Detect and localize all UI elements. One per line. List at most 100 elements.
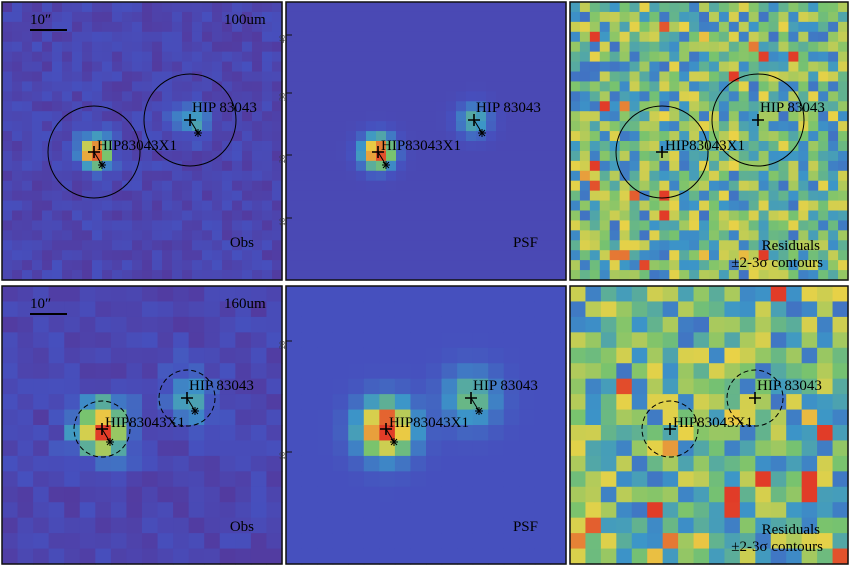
pixel bbox=[486, 81, 497, 92]
pixel bbox=[738, 160, 750, 172]
pixel bbox=[157, 286, 174, 303]
pixel bbox=[457, 533, 474, 550]
pixel bbox=[534, 378, 552, 395]
pixel bbox=[172, 91, 183, 102]
pixel bbox=[219, 455, 236, 472]
pixel bbox=[162, 200, 173, 212]
pixel bbox=[346, 150, 357, 162]
pixel bbox=[496, 180, 507, 192]
pixel bbox=[296, 220, 307, 231]
pixel bbox=[506, 131, 517, 142]
pixel bbox=[570, 61, 581, 73]
pixel bbox=[326, 2, 337, 13]
pixel bbox=[739, 533, 756, 550]
pixel bbox=[436, 21, 447, 33]
pixel bbox=[72, 51, 83, 63]
pixel bbox=[17, 425, 34, 442]
pixel bbox=[758, 21, 770, 33]
pixel bbox=[82, 170, 93, 182]
pixel bbox=[301, 286, 318, 303]
pixel bbox=[386, 180, 397, 192]
pixel bbox=[728, 190, 740, 202]
pixel bbox=[356, 81, 367, 92]
pixel bbox=[579, 220, 591, 231]
pixel bbox=[132, 91, 143, 102]
pixel bbox=[616, 517, 633, 534]
pixel bbox=[410, 425, 427, 442]
pixel bbox=[386, 220, 397, 231]
pixel bbox=[162, 111, 173, 122]
pixel bbox=[212, 11, 223, 23]
pixel bbox=[132, 160, 143, 172]
pixel bbox=[546, 200, 557, 212]
pixel bbox=[306, 260, 317, 271]
pixel bbox=[92, 61, 103, 73]
pixel bbox=[126, 533, 143, 550]
pixel bbox=[589, 11, 601, 23]
pixel bbox=[486, 121, 497, 132]
pixel bbox=[838, 71, 849, 83]
pixel bbox=[266, 502, 283, 519]
pixel bbox=[639, 31, 651, 43]
pixel bbox=[724, 378, 741, 395]
pixel bbox=[62, 51, 73, 63]
pixel bbox=[585, 486, 602, 503]
pixel bbox=[92, 51, 103, 63]
pixel bbox=[301, 548, 318, 565]
pixel bbox=[649, 200, 660, 212]
pixel bbox=[436, 101, 447, 112]
pixel bbox=[546, 51, 557, 63]
pixel bbox=[609, 190, 621, 202]
pixel bbox=[317, 471, 334, 488]
pixel bbox=[647, 425, 664, 442]
pixel bbox=[748, 71, 760, 83]
pixel bbox=[62, 2, 73, 13]
scale-label: 10″ bbox=[30, 296, 51, 312]
pixel bbox=[570, 190, 581, 202]
pixel bbox=[709, 250, 720, 261]
pixel bbox=[212, 131, 223, 142]
pixel bbox=[188, 332, 205, 349]
pixel bbox=[472, 409, 489, 426]
pixel bbox=[426, 220, 437, 231]
pixel bbox=[348, 301, 365, 318]
pixel bbox=[92, 260, 103, 271]
pixel bbox=[748, 180, 760, 192]
pixel bbox=[669, 270, 680, 281]
pixel bbox=[326, 31, 337, 43]
pixel bbox=[32, 121, 43, 132]
pixel bbox=[536, 150, 547, 162]
pixel bbox=[619, 71, 631, 83]
pixel bbox=[649, 2, 660, 13]
pixel bbox=[162, 260, 173, 271]
pixel bbox=[173, 502, 190, 519]
pixel bbox=[346, 230, 357, 241]
pixel bbox=[503, 332, 520, 349]
pixel bbox=[503, 378, 520, 395]
pixel bbox=[326, 210, 337, 222]
pixel bbox=[506, 121, 517, 132]
pixel bbox=[95, 409, 112, 426]
pixel bbox=[356, 160, 367, 172]
pixel bbox=[42, 111, 53, 122]
pixel bbox=[235, 471, 252, 488]
pixel bbox=[336, 240, 347, 251]
pixel bbox=[122, 170, 133, 182]
pixel bbox=[728, 141, 740, 152]
pixel bbox=[758, 260, 770, 271]
pixel bbox=[42, 220, 53, 231]
pixel bbox=[33, 286, 50, 303]
pixel bbox=[728, 21, 740, 33]
pixel bbox=[346, 61, 357, 73]
pixel bbox=[808, 41, 819, 53]
pixel bbox=[556, 111, 567, 122]
pixel bbox=[296, 270, 307, 281]
pixel bbox=[192, 141, 203, 152]
pixel bbox=[808, 131, 819, 142]
pixel bbox=[301, 440, 318, 457]
pixel bbox=[262, 101, 273, 112]
pixel bbox=[503, 440, 520, 457]
pixel bbox=[689, 61, 700, 73]
pixel bbox=[379, 486, 396, 503]
pixel bbox=[600, 347, 617, 364]
